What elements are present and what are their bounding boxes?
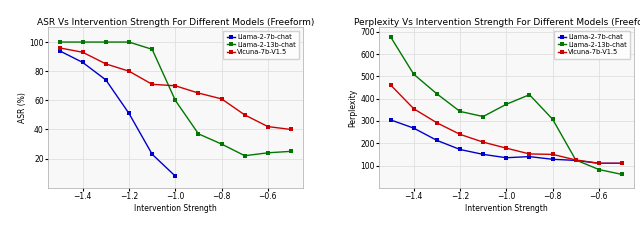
Vicuna-7b-V1.5 bbox=[218, 98, 225, 100]
Y-axis label: Perplexity: Perplexity bbox=[348, 88, 357, 127]
Vicuna-7b-V1.5 bbox=[172, 85, 179, 87]
Vicuna-7b-V1.5 bbox=[195, 92, 202, 94]
Vicuna-7b-V1.5 bbox=[433, 121, 441, 124]
Line: Llama-2-7b-chat: Llama-2-7b-chat bbox=[389, 118, 624, 165]
Llama-2-13b-chat bbox=[502, 103, 510, 106]
Llama-2-13b-chat bbox=[172, 99, 179, 102]
Legend: Llama-2-7b-chat, Llama-2-13b-chat, Vicuna-7b-V1.5: Llama-2-7b-chat, Llama-2-13b-chat, Vicun… bbox=[223, 31, 300, 59]
Llama-2-7b-chat bbox=[433, 139, 441, 142]
Llama-2-7b-chat bbox=[125, 112, 133, 115]
Vicuna-7b-V1.5 bbox=[456, 133, 464, 136]
Vicuna-7b-V1.5 bbox=[572, 158, 580, 161]
Llama-2-13b-chat bbox=[410, 73, 417, 76]
Vicuna-7b-V1.5 bbox=[502, 147, 510, 150]
Vicuna-7b-V1.5 bbox=[548, 153, 556, 156]
Llama-2-13b-chat bbox=[241, 154, 248, 157]
Line: Vicuna-7b-V1.5: Vicuna-7b-V1.5 bbox=[389, 83, 624, 165]
Vicuna-7b-V1.5 bbox=[387, 84, 394, 86]
Llama-2-13b-chat bbox=[102, 41, 109, 44]
Vicuna-7b-V1.5 bbox=[287, 128, 295, 131]
Llama-2-13b-chat bbox=[287, 150, 295, 153]
Line: Llama-2-13b-chat: Llama-2-13b-chat bbox=[58, 40, 292, 158]
Llama-2-13b-chat bbox=[595, 168, 603, 171]
Vicuna-7b-V1.5 bbox=[102, 63, 109, 65]
X-axis label: Intervention Strength: Intervention Strength bbox=[134, 204, 217, 213]
Title: ASR Vs Intervention Strength For Different Models (Freeform): ASR Vs Intervention Strength For Differe… bbox=[36, 18, 314, 27]
Llama-2-13b-chat bbox=[548, 118, 556, 121]
Line: Llama-2-13b-chat: Llama-2-13b-chat bbox=[389, 35, 624, 176]
Llama-2-7b-chat bbox=[172, 175, 179, 177]
Llama-2-13b-chat bbox=[79, 41, 86, 44]
Line: Vicuna-7b-V1.5: Vicuna-7b-V1.5 bbox=[58, 46, 292, 131]
Llama-2-13b-chat bbox=[572, 158, 580, 161]
Line: Llama-2-7b-chat: Llama-2-7b-chat bbox=[58, 49, 177, 178]
Llama-2-7b-chat bbox=[502, 156, 510, 159]
Vicuna-7b-V1.5 bbox=[595, 162, 603, 165]
Llama-2-13b-chat bbox=[264, 151, 272, 154]
Llama-2-13b-chat bbox=[479, 115, 487, 118]
Title: Perplexity Vs Intervention Strength For Different Models (Freeform): Perplexity Vs Intervention Strength For … bbox=[354, 18, 640, 27]
Vicuna-7b-V1.5 bbox=[410, 107, 417, 110]
Llama-2-7b-chat bbox=[456, 148, 464, 151]
Llama-2-13b-chat bbox=[148, 48, 156, 51]
X-axis label: Intervention Strength: Intervention Strength bbox=[465, 204, 548, 213]
Llama-2-13b-chat bbox=[218, 143, 225, 145]
Llama-2-13b-chat bbox=[125, 41, 133, 44]
Llama-2-7b-chat bbox=[572, 159, 580, 162]
Llama-2-13b-chat bbox=[525, 93, 533, 96]
Llama-2-13b-chat bbox=[387, 35, 394, 38]
Llama-2-7b-chat bbox=[548, 158, 556, 161]
Llama-2-7b-chat bbox=[618, 162, 626, 165]
Vicuna-7b-V1.5 bbox=[56, 46, 63, 49]
Llama-2-7b-chat bbox=[56, 49, 63, 52]
Vicuna-7b-V1.5 bbox=[479, 141, 487, 144]
Vicuna-7b-V1.5 bbox=[148, 83, 156, 86]
Llama-2-7b-chat bbox=[525, 155, 533, 158]
Y-axis label: ASR (%): ASR (%) bbox=[17, 92, 26, 123]
Vicuna-7b-V1.5 bbox=[241, 114, 248, 116]
Vicuna-7b-V1.5 bbox=[618, 162, 626, 165]
Llama-2-13b-chat bbox=[195, 133, 202, 135]
Vicuna-7b-V1.5 bbox=[264, 125, 272, 128]
Llama-2-13b-chat bbox=[433, 93, 441, 95]
Llama-2-7b-chat bbox=[102, 79, 109, 81]
Llama-2-7b-chat bbox=[79, 61, 86, 64]
Llama-2-7b-chat bbox=[410, 127, 417, 129]
Llama-2-7b-chat bbox=[148, 153, 156, 156]
Llama-2-7b-chat bbox=[387, 118, 394, 121]
Llama-2-13b-chat bbox=[456, 110, 464, 113]
Llama-2-7b-chat bbox=[479, 153, 487, 156]
Vicuna-7b-V1.5 bbox=[79, 51, 86, 54]
Legend: Llama-2-7b-chat, Llama-2-13b-chat, Vicuna-7b-V1.5: Llama-2-7b-chat, Llama-2-13b-chat, Vicun… bbox=[554, 31, 630, 59]
Llama-2-13b-chat bbox=[618, 173, 626, 176]
Vicuna-7b-V1.5 bbox=[125, 70, 133, 73]
Llama-2-7b-chat bbox=[595, 162, 603, 165]
Vicuna-7b-V1.5 bbox=[525, 153, 533, 155]
Llama-2-13b-chat bbox=[56, 41, 63, 44]
